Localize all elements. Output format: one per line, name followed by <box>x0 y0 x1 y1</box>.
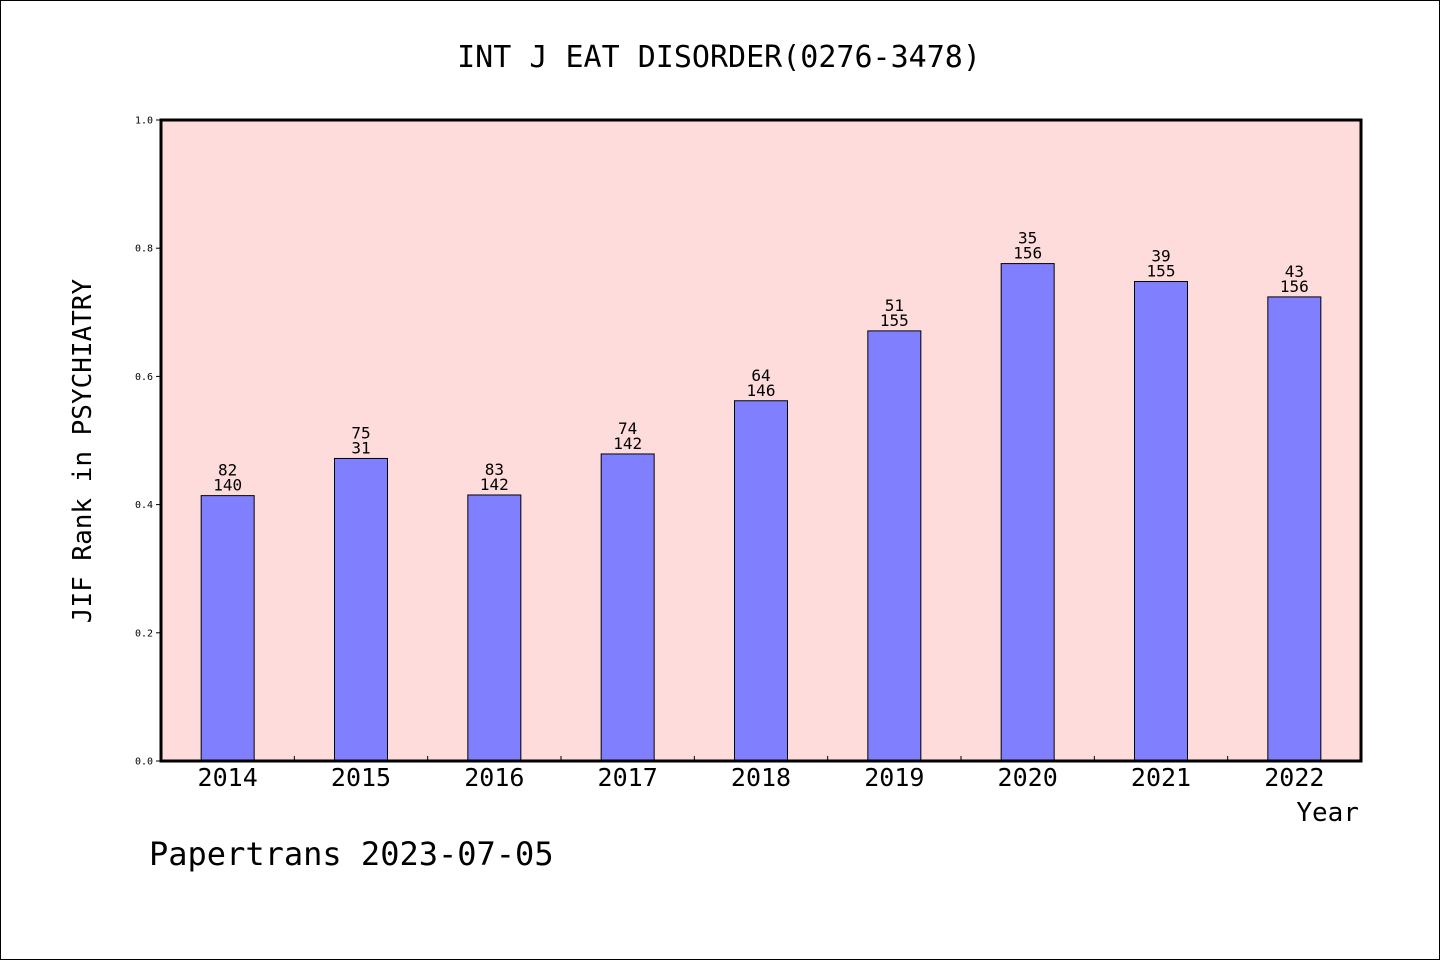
y-tick-label: 0.4 <box>135 500 153 511</box>
bar-rank-label: 75 <box>351 423 370 442</box>
bar-2016 <box>467 494 522 762</box>
bar-rank-label: 83 <box>485 460 504 479</box>
bar-2017 <box>600 453 655 762</box>
bar-rank-label: 51 <box>885 296 904 315</box>
bar-total-label: 31 <box>351 438 370 457</box>
chart-title: INT J EAT DISORDER(0276-3478) <box>457 40 981 75</box>
bar-2014 <box>200 495 255 762</box>
bar-rank-label: 64 <box>751 366 770 385</box>
bar-2015 <box>334 457 388 762</box>
x-tick-label: 2019 <box>864 763 924 792</box>
y-axis-ticks: 0.0 0.2 0.4 0.6 0.8 1.0 <box>135 116 161 768</box>
x-tick-label: 2015 <box>331 763 391 792</box>
y-tick-label: 1.0 <box>135 116 153 127</box>
x-tick-label: 2016 <box>464 763 524 792</box>
bar-total-label: 142 <box>613 434 642 453</box>
bar-total-label: 142 <box>480 475 509 494</box>
bar-2022 <box>1267 296 1322 762</box>
y-tick-label: 0.0 <box>135 757 153 768</box>
bar-2021 <box>1134 281 1188 762</box>
bar-rank-label: 43 <box>1285 262 1304 281</box>
x-tick-label: 2022 <box>1264 763 1324 792</box>
bar-total-label: 155 <box>880 311 909 330</box>
y-axis-label: JIF Rank in PSYCHIATRY <box>68 278 98 623</box>
y-tick-label: 0.8 <box>135 244 153 255</box>
bars <box>200 263 1322 762</box>
footer-text: Papertrans 2023-07-05 <box>149 835 554 873</box>
bar-total-label: 146 <box>747 381 776 400</box>
bar-rank-label: 82 <box>218 461 237 480</box>
bar-rank-label: 35 <box>1018 229 1037 248</box>
x-tick-label: 2018 <box>731 763 791 792</box>
x-axis-label: Year <box>1296 798 1359 828</box>
x-tick-label: 2014 <box>198 763 258 792</box>
plot-border <box>159 118 1363 763</box>
bar-total-label: 140 <box>213 476 242 495</box>
bar-2020 <box>1000 263 1055 762</box>
bar-rank-label: 39 <box>1151 247 1170 266</box>
y-tick-label: 0.6 <box>135 372 153 383</box>
bar-total-label: 156 <box>1013 244 1042 263</box>
bar-rank-label: 74 <box>618 419 637 438</box>
x-tick-label: 2021 <box>1131 763 1191 792</box>
bar-total-label: 156 <box>1280 277 1309 296</box>
bar-2019 <box>867 330 922 762</box>
x-tick-label: 2017 <box>598 763 658 792</box>
y-tick-label: 0.2 <box>135 628 153 639</box>
x-tick-label: 2020 <box>998 763 1058 792</box>
bar-2018 <box>734 400 788 762</box>
bar-total-label: 155 <box>1147 262 1176 281</box>
x-axis-ticks: 2014 2015 2016 2017 2018 2019 2020 2021 2022 <box>198 756 1324 792</box>
